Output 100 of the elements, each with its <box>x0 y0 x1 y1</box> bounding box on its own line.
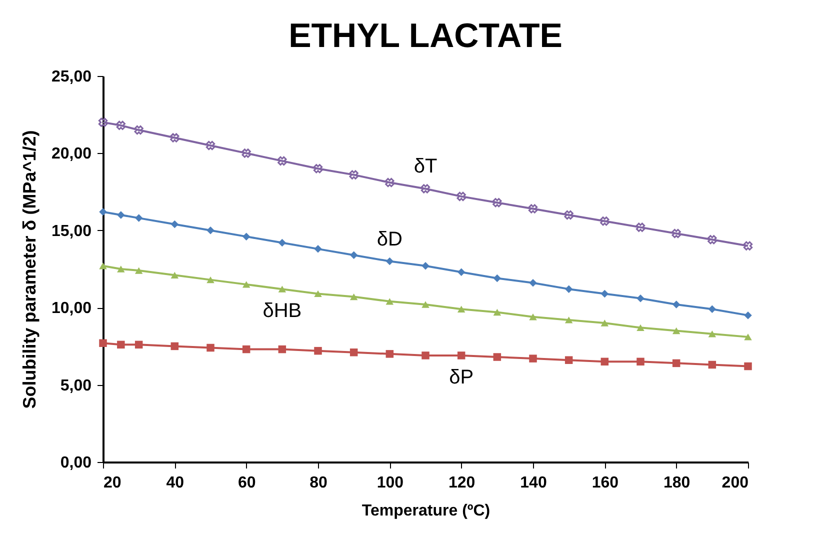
point <box>744 362 752 370</box>
point <box>99 208 107 216</box>
point <box>134 125 144 135</box>
point <box>422 262 430 270</box>
point <box>422 301 430 308</box>
point <box>98 118 108 127</box>
point <box>457 306 466 312</box>
point <box>386 257 394 266</box>
point <box>529 354 537 362</box>
point <box>456 192 466 202</box>
y-tick-label: 5,00 <box>60 377 92 394</box>
point <box>708 305 716 314</box>
series-label: δD <box>376 228 402 250</box>
point <box>278 286 286 292</box>
chart-title: ETHYL LACTATE <box>288 17 562 55</box>
y-tick-label: 15,00 <box>51 222 92 240</box>
point <box>529 314 537 320</box>
point <box>117 266 125 272</box>
point <box>134 340 143 349</box>
point <box>600 216 610 226</box>
point <box>744 334 752 340</box>
x-tick-label: 200 <box>722 474 749 492</box>
point <box>636 222 646 232</box>
point <box>422 352 430 360</box>
x-tick-label: 100 <box>376 474 404 492</box>
point <box>386 350 394 358</box>
point <box>350 251 358 259</box>
y-tick-label: 10,00 <box>51 300 92 318</box>
point <box>564 285 573 293</box>
y-axis-title: Solubility parameter δ (MPa^1/2) <box>19 130 40 409</box>
point <box>117 340 125 349</box>
x-tick-label: 120 <box>448 474 476 492</box>
point <box>708 360 716 369</box>
point <box>242 232 250 240</box>
point <box>170 272 179 279</box>
point <box>743 241 753 250</box>
point <box>242 281 250 288</box>
point <box>350 348 358 356</box>
x-tick-label: 40 <box>166 474 184 492</box>
point <box>564 356 573 364</box>
point <box>528 204 538 214</box>
point <box>493 308 502 316</box>
point <box>99 262 107 270</box>
point <box>457 352 466 360</box>
point <box>170 220 179 228</box>
point <box>672 300 680 308</box>
point <box>493 353 502 361</box>
point <box>564 316 573 324</box>
point <box>636 294 644 302</box>
x-tick-label: 180 <box>663 474 690 492</box>
point <box>457 268 466 276</box>
x-tick-label: 60 <box>238 474 256 492</box>
point <box>493 274 502 282</box>
y-tick-label: 25,00 <box>51 68 92 86</box>
point <box>744 311 752 320</box>
point <box>134 214 143 222</box>
point <box>350 293 358 300</box>
point <box>314 346 322 355</box>
point <box>278 345 286 354</box>
point <box>242 148 251 158</box>
point <box>600 358 609 366</box>
x-tick-label: 140 <box>520 474 547 492</box>
point <box>529 279 537 287</box>
point <box>206 344 214 352</box>
point <box>564 210 574 220</box>
point <box>386 298 394 305</box>
point <box>278 238 286 247</box>
point <box>492 198 502 208</box>
series-label: δP <box>449 366 474 388</box>
point <box>134 267 143 274</box>
point <box>313 164 323 174</box>
point <box>206 276 214 284</box>
point <box>314 290 322 298</box>
point <box>420 184 430 194</box>
point <box>242 345 250 354</box>
point <box>600 320 609 326</box>
series-label: δHB <box>262 300 302 322</box>
point <box>278 156 287 166</box>
point <box>206 140 216 150</box>
point <box>708 235 717 244</box>
point <box>314 245 322 253</box>
point <box>170 133 180 142</box>
x-tick-label: 160 <box>592 474 619 492</box>
point <box>600 290 609 298</box>
x-tick-label: 80 <box>310 474 328 492</box>
point <box>117 211 125 219</box>
y-tick-label: 0,00 <box>60 454 92 472</box>
point <box>708 330 716 338</box>
point <box>206 226 214 234</box>
x-axis-title: Temperature (ºC) <box>362 502 490 520</box>
y-tick-label: 20,00 <box>51 146 92 163</box>
point <box>349 170 358 180</box>
point <box>170 342 179 350</box>
point <box>672 228 681 238</box>
point <box>672 359 680 368</box>
point <box>99 339 107 347</box>
x-tick-label: 20 <box>104 474 122 492</box>
series-label: δT <box>414 156 438 178</box>
point <box>672 327 680 334</box>
point <box>116 120 126 130</box>
